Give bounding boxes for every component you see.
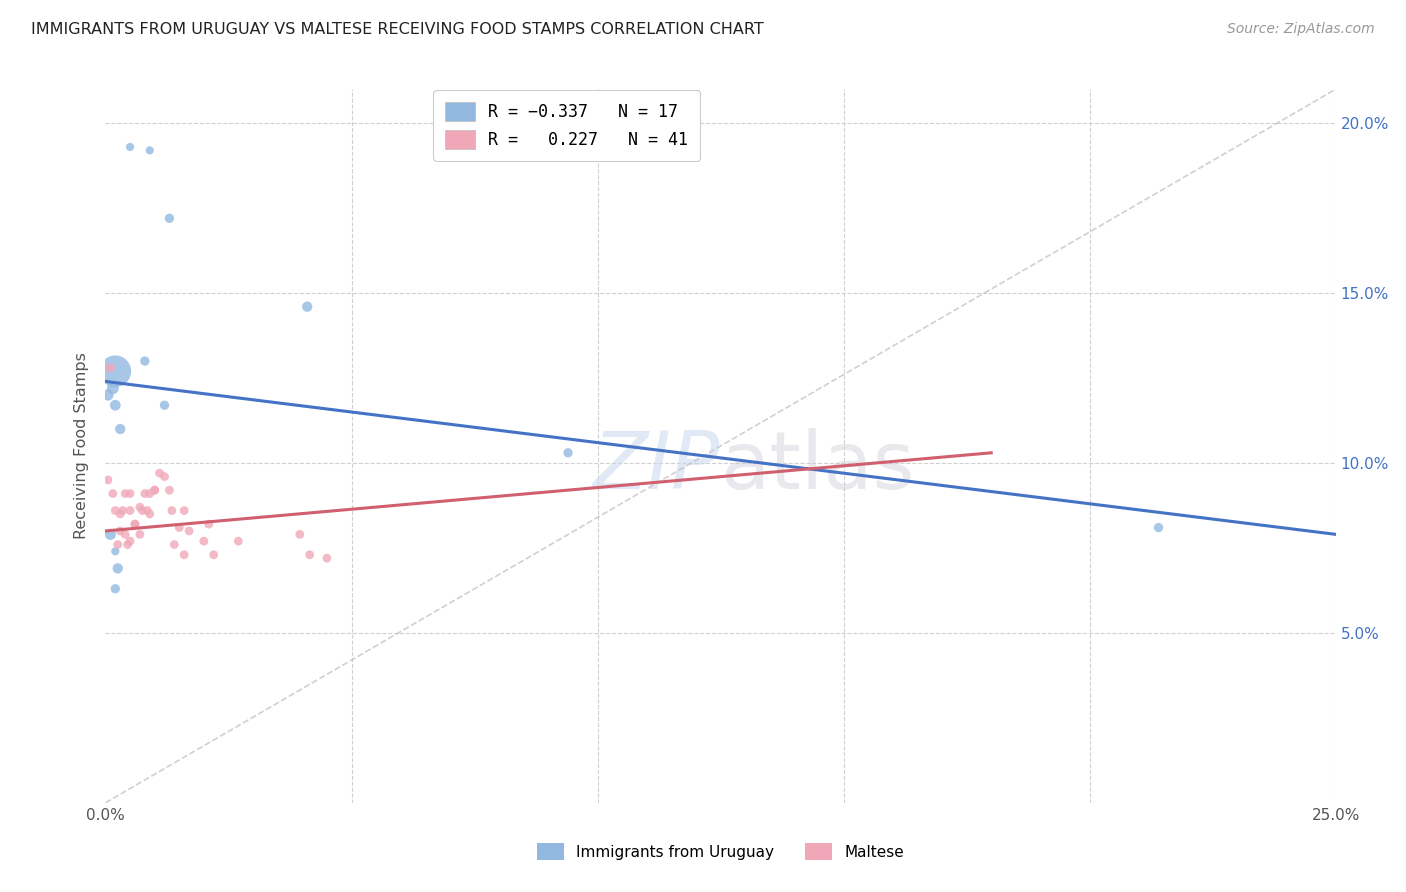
- Text: atlas: atlas: [721, 428, 915, 507]
- Point: [97, 388, 120, 402]
- Point: [101, 381, 124, 395]
- Point: [297, 300, 319, 314]
- Point: [107, 537, 129, 551]
- Point: [101, 486, 124, 500]
- Text: IMMIGRANTS FROM URUGUAY VS MALTESE RECEIVING FOOD STAMPS CORRELATION CHART: IMMIGRANTS FROM URUGUAY VS MALTESE RECEI…: [31, 22, 763, 37]
- Point: [173, 548, 195, 562]
- Text: ZIP: ZIP: [593, 428, 721, 507]
- Point: [315, 551, 337, 566]
- Point: [98, 360, 122, 375]
- Point: [134, 354, 156, 368]
- Point: [131, 503, 153, 517]
- Point: [104, 582, 127, 596]
- Point: [120, 503, 141, 517]
- Point: [193, 534, 215, 549]
- Y-axis label: Receiving Food Stamps: Receiving Food Stamps: [75, 352, 90, 540]
- Point: [138, 144, 162, 158]
- Text: Source: ZipAtlas.com: Source: ZipAtlas.com: [1227, 22, 1375, 37]
- Point: [110, 524, 132, 538]
- Point: [134, 486, 156, 500]
- Point: [120, 534, 141, 549]
- Point: [129, 527, 152, 541]
- Point: [110, 507, 132, 521]
- Point: [136, 503, 159, 517]
- Point: [173, 503, 195, 517]
- Point: [179, 524, 201, 538]
- Point: [298, 548, 321, 562]
- Point: [120, 486, 141, 500]
- Point: [117, 537, 139, 551]
- Point: [120, 140, 141, 154]
- Point: [104, 398, 127, 412]
- Point: [97, 473, 120, 487]
- Point: [107, 561, 129, 575]
- Point: [124, 517, 146, 532]
- Point: [138, 486, 162, 500]
- Point: [160, 503, 183, 517]
- Point: [129, 500, 152, 515]
- Point: [104, 503, 127, 517]
- Point: [110, 422, 132, 436]
- Point: [153, 469, 176, 483]
- Legend: Immigrants from Uruguay, Maltese: Immigrants from Uruguay, Maltese: [530, 837, 911, 866]
- Point: [104, 544, 127, 558]
- Point: [197, 517, 221, 532]
- Point: [98, 527, 122, 541]
- Point: [202, 548, 225, 562]
- Point: [153, 398, 176, 412]
- Point: [288, 527, 311, 541]
- Point: [149, 466, 172, 480]
- Point: [159, 211, 180, 226]
- Point: [114, 527, 136, 541]
- Point: [1147, 520, 1170, 534]
- Point: [228, 534, 250, 549]
- Point: [159, 483, 180, 498]
- Point: [143, 483, 166, 498]
- Point: [111, 503, 134, 517]
- Point: [557, 446, 579, 460]
- Point: [104, 364, 127, 378]
- Point: [163, 537, 186, 551]
- Point: [143, 483, 166, 498]
- Point: [114, 486, 136, 500]
- Point: [138, 507, 162, 521]
- Point: [169, 520, 191, 534]
- Point: [124, 517, 146, 532]
